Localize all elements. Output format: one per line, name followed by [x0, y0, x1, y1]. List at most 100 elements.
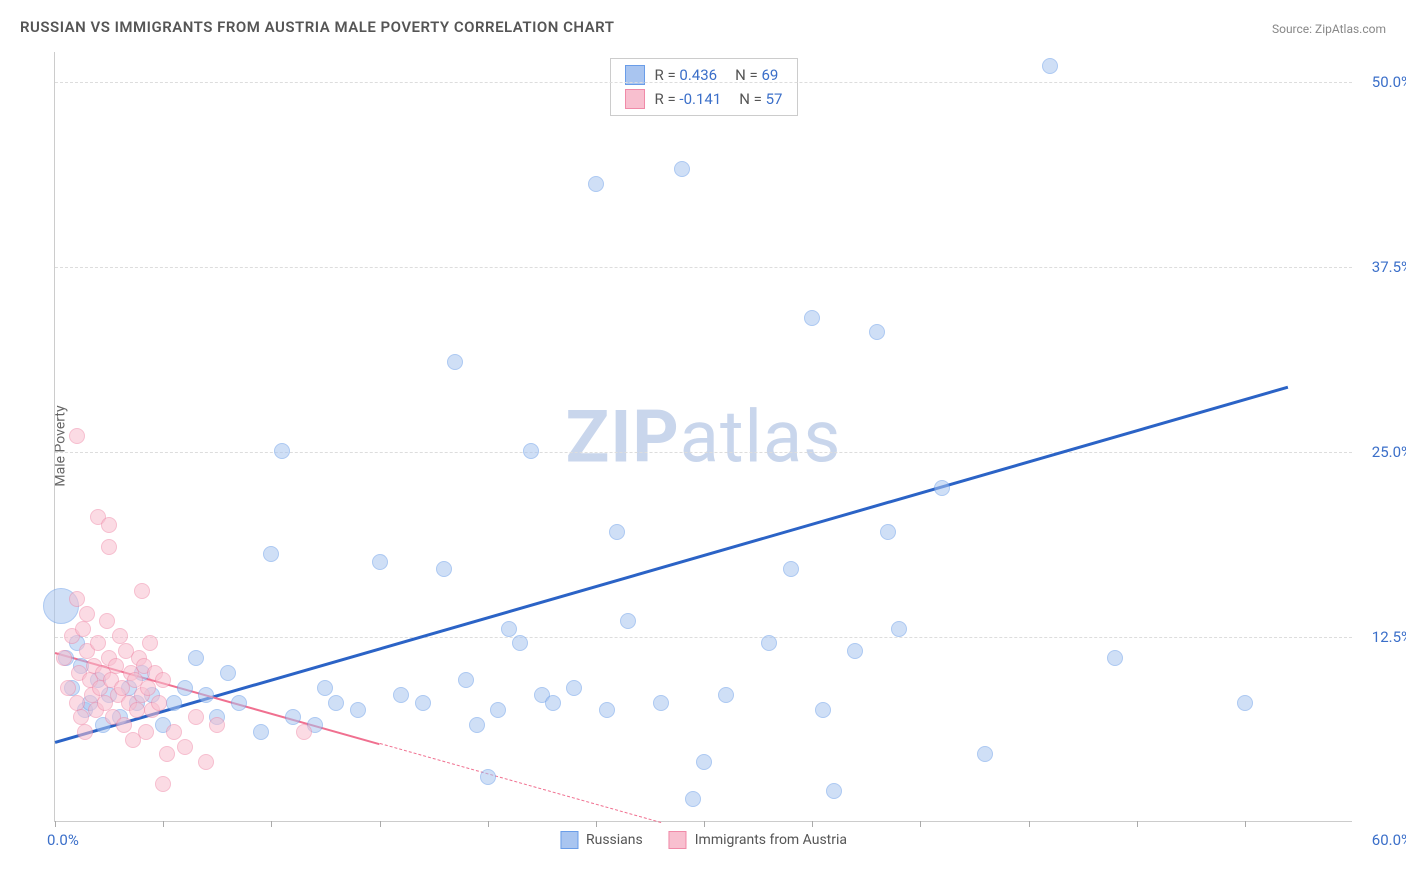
series-label-austria: Immigrants from Austria [695, 832, 847, 848]
x-axis-min-label: 0.0% [47, 831, 79, 849]
series-label-russians: Russians [586, 832, 643, 848]
scatter-point [253, 724, 269, 740]
gridline [55, 637, 1352, 638]
scatter-point [296, 724, 312, 740]
source-label: Source: ZipAtlas.com [1272, 22, 1386, 36]
scatter-point [1042, 58, 1058, 74]
n-value-austria: 57 [766, 90, 783, 108]
scatter-point [783, 561, 799, 577]
scatter-point [69, 591, 85, 607]
scatter-point [116, 717, 132, 733]
scatter-point [566, 680, 582, 696]
y-tick-label: 50.0% [1372, 73, 1406, 91]
correlation-legend: R = 0.436 N = 69 R = -0.141 N = 57 [610, 58, 798, 116]
y-tick-label: 25.0% [1372, 443, 1406, 461]
scatter-point [415, 695, 431, 711]
scatter-point [685, 791, 701, 807]
scatter-point [138, 724, 154, 740]
scatter-point [166, 695, 182, 711]
scatter-point [101, 539, 117, 555]
scatter-point [815, 702, 831, 718]
legend-swatch-austria [625, 89, 645, 109]
scatter-point [372, 554, 388, 570]
scatter-point [140, 680, 156, 696]
gridline [55, 82, 1352, 83]
x-tick [704, 821, 705, 827]
r-value-austria: -0.141 [679, 90, 721, 108]
y-tick-label: 37.5% [1372, 258, 1406, 276]
series-swatch-russians [560, 831, 578, 849]
scatter-point [155, 776, 171, 792]
scatter-point [436, 561, 452, 577]
scatter-point [588, 176, 604, 192]
scatter-point [198, 687, 214, 703]
scatter-point [761, 635, 777, 651]
scatter-point [220, 665, 236, 681]
scatter-point [108, 658, 124, 674]
scatter-point [263, 546, 279, 562]
scatter-point [826, 783, 842, 799]
scatter-point [99, 613, 115, 629]
series-legend: Russians Immigrants from Austria [560, 831, 847, 849]
scatter-point [609, 524, 625, 540]
y-tick-label: 12.5% [1372, 628, 1406, 646]
scatter-point [188, 650, 204, 666]
watermark-bold: ZIP [566, 394, 680, 479]
scatter-point [56, 650, 72, 666]
scatter-point [501, 621, 517, 637]
scatter-point [718, 687, 734, 703]
scatter-point [274, 443, 290, 459]
scatter-point [934, 480, 950, 496]
scatter-point [328, 695, 344, 711]
regression-line [379, 743, 660, 823]
series-legend-russians: Russians [560, 831, 643, 849]
scatter-point [209, 717, 225, 733]
scatter-point [512, 635, 528, 651]
scatter-point [188, 709, 204, 725]
scatter-point [198, 754, 214, 770]
series-swatch-austria [669, 831, 687, 849]
scatter-point [674, 161, 690, 177]
scatter-point [155, 672, 171, 688]
x-tick [596, 821, 597, 827]
scatter-point [880, 524, 896, 540]
scatter-point [69, 428, 85, 444]
scatter-point [112, 628, 128, 644]
scatter-point [696, 754, 712, 770]
gridline [55, 452, 1352, 453]
scatter-point [1107, 650, 1123, 666]
scatter-point [129, 702, 145, 718]
scatter-point [73, 709, 89, 725]
scatter-point [79, 606, 95, 622]
x-tick [163, 821, 164, 827]
scatter-point [847, 643, 863, 659]
scatter-point [1237, 695, 1253, 711]
regression-line [55, 385, 1289, 743]
scatter-point [142, 635, 158, 651]
scatter-point [393, 687, 409, 703]
scatter-point [523, 443, 539, 459]
scatter-point [77, 724, 93, 740]
x-tick [1245, 821, 1246, 827]
scatter-point [75, 621, 91, 637]
scatter-point [490, 702, 506, 718]
watermark-light: atlas [680, 394, 842, 479]
scatter-point [458, 672, 474, 688]
scatter-point [90, 635, 106, 651]
scatter-point [350, 702, 366, 718]
scatter-point [159, 746, 175, 762]
scatter-point [599, 702, 615, 718]
scatter-point [469, 717, 485, 733]
scatter-point [101, 517, 117, 533]
legend-row-russians: R = 0.436 N = 69 [625, 63, 783, 87]
scatter-point [620, 613, 636, 629]
x-tick [488, 821, 489, 827]
x-tick [812, 821, 813, 827]
scatter-point [177, 739, 193, 755]
series-legend-austria: Immigrants from Austria [669, 831, 847, 849]
watermark: ZIPatlas [566, 394, 842, 479]
legend-row-austria: R = -0.141 N = 57 [625, 87, 783, 111]
x-tick [1137, 821, 1138, 827]
x-axis-max-label: 60.0% [1372, 831, 1406, 849]
scatter-point [151, 695, 167, 711]
